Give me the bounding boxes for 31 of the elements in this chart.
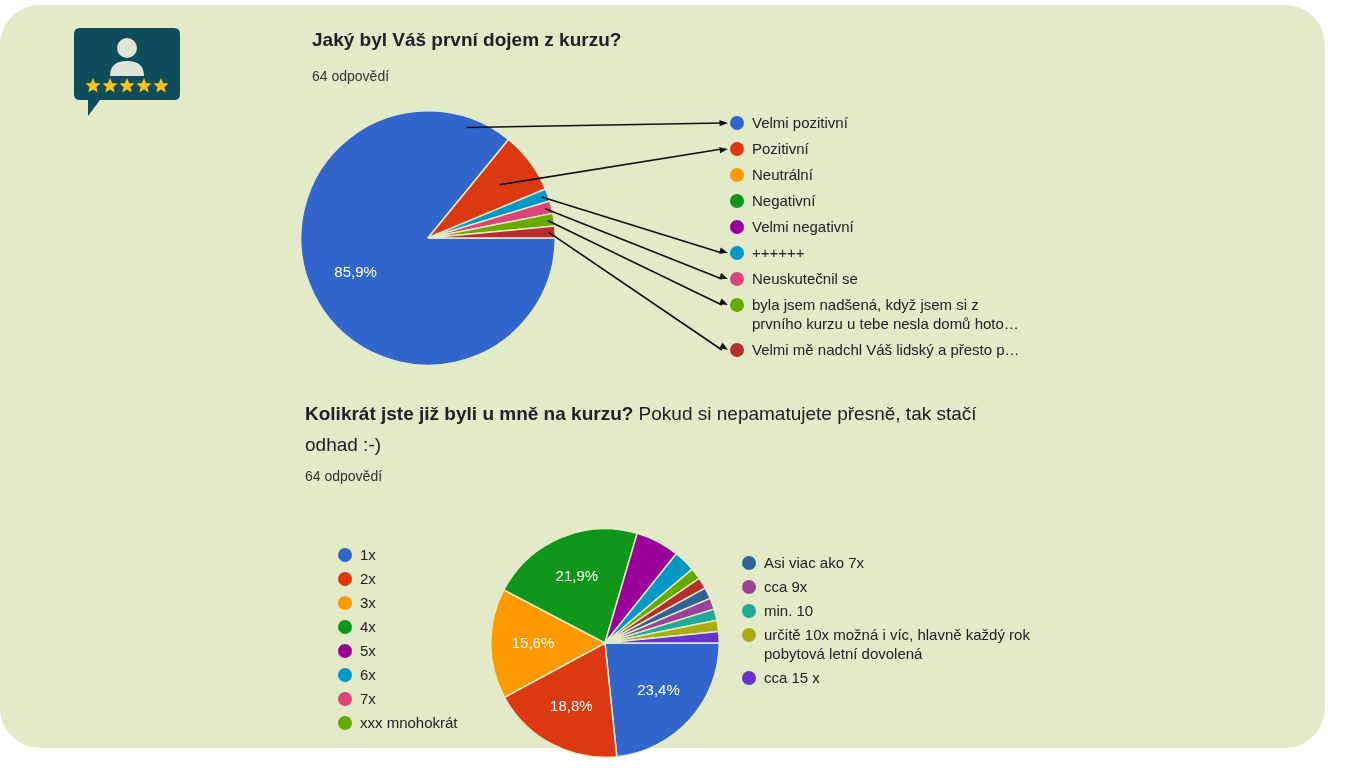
legend-label: 6x bbox=[360, 665, 376, 684]
legend-label: Neuskutečnil se bbox=[752, 269, 858, 288]
legend-label: Velmi pozitivní bbox=[752, 113, 848, 132]
legend-label: 2x bbox=[360, 569, 376, 588]
data-label: 18,8% bbox=[550, 696, 593, 714]
chart-title: Jaký byl Váš první dojem z kurzu? bbox=[312, 29, 622, 50]
legend-label: Asi viac ako 7x bbox=[764, 553, 865, 572]
legend-label: Velmi negativní bbox=[752, 217, 854, 236]
data-label: 85,9% bbox=[334, 262, 377, 280]
data-label: 23,4% bbox=[637, 681, 680, 699]
data-label: 21,9% bbox=[555, 566, 599, 584]
legend-label: určitě 10x možná i víc, hlavně každý rok pobytová letní dovolená bbox=[764, 625, 1031, 663]
legend-label: 1x bbox=[360, 545, 376, 564]
legend-label: Pozitivní bbox=[752, 139, 809, 158]
legend-label: 7x bbox=[360, 689, 376, 708]
legend-label: Negativní bbox=[752, 191, 816, 210]
legend-label: Velmi mě nadchl Váš lidský a přesto p… bbox=[752, 340, 1020, 359]
legend-label: min. 10 bbox=[764, 601, 814, 620]
legend-label: xxx mnohokrát bbox=[360, 713, 458, 732]
data-label: 15,6% bbox=[511, 633, 555, 651]
chart-subtitle: 64 odpovědí bbox=[305, 468, 383, 484]
legend-label: Neutrální bbox=[752, 165, 813, 184]
legend-label: 4x bbox=[360, 617, 376, 636]
chart-subtitle: 64 odpovědí bbox=[312, 68, 390, 84]
legend-label: cca 9x bbox=[764, 577, 808, 596]
legend-label: ++++++ bbox=[752, 243, 805, 262]
chart-title: Kolikrát jste již byli u mně na kurzu? Pokud si nepamatujete přesně, tak stačí odhad :-) bbox=[305, 403, 977, 455]
legend-label: byla jsem nadšená, když jsem si z prvního kurzu u tebe nesla domů hoto… bbox=[752, 295, 1020, 333]
legend-label: cca 15 x bbox=[764, 668, 820, 687]
legend-label: 5x bbox=[360, 641, 376, 660]
legend-label: 3x bbox=[360, 593, 376, 612]
